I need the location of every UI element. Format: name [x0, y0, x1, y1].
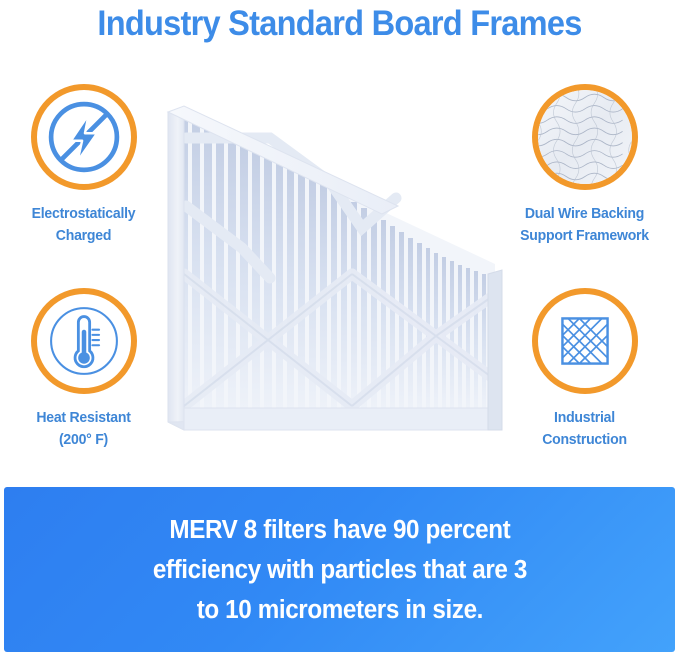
- wire-mesh-photo-icon: [531, 84, 638, 190]
- feature-heat-resistant: Heat Resistant (200° F): [0, 288, 171, 451]
- page-title: Industry Standard Board Frames: [97, 4, 582, 43]
- feature-electrostatically-charged: Electrostatically Charged: [0, 84, 171, 247]
- thermometer-icon: [30, 288, 137, 394]
- feature-label: Electrostatically Charged: [0, 203, 168, 247]
- feature-label-line: (200° F): [58, 432, 109, 448]
- feature-label: Dual Wire Backing Support Framework: [500, 203, 670, 247]
- feature-label-line: Charged: [55, 228, 112, 244]
- feature-label-line: Construction: [542, 432, 627, 448]
- banner-text-line: MERV 8 filters have 90 percent: [169, 515, 510, 544]
- feature-label: Heat Resistant (200° F): [0, 407, 168, 451]
- pleated-air-filter-3d-render: [150, 78, 525, 470]
- feature-label-line: Dual Wire Backing: [524, 206, 645, 222]
- no-lightning-icon: [30, 84, 137, 190]
- feature-dual-wire-backing: Dual Wire Backing Support Framework: [497, 84, 672, 247]
- feature-label-line: Industrial: [554, 410, 615, 426]
- feature-industrial-construction: Industrial Construction: [497, 288, 672, 451]
- banner-text-line: to 10 micrometers in size.: [196, 595, 483, 624]
- feature-label: Industrial Construction: [500, 407, 670, 451]
- feature-label-line: Heat Resistant: [36, 410, 131, 426]
- feature-label-line: Electrostatically: [31, 206, 136, 222]
- banner-text-line: efficiency with particles that are 3: [152, 555, 527, 584]
- crosshatch-grid-icon: [531, 288, 638, 394]
- feature-label-line: Support Framework: [520, 228, 649, 244]
- banner-text: MERV 8 filters have 90 percent efficienc…: [132, 510, 548, 630]
- merv-rating-banner: MERV 8 filters have 90 percent efficienc…: [4, 487, 675, 652]
